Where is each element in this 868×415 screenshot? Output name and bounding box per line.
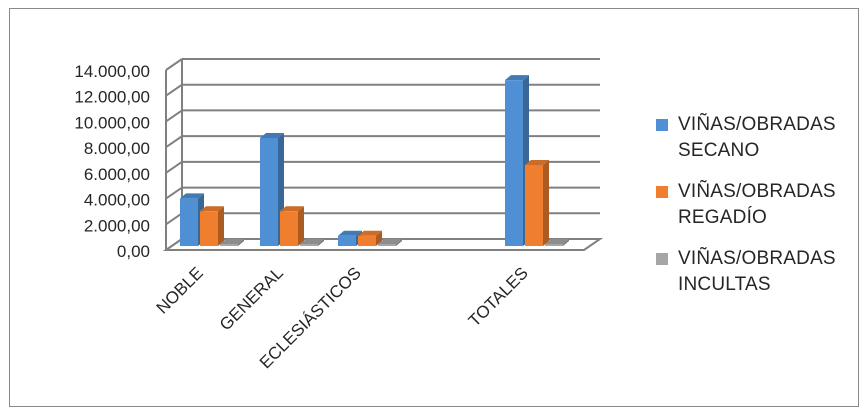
x-tick-label: NOBLE (153, 263, 207, 317)
bar-side (396, 239, 402, 246)
gridline-side (165, 161, 183, 174)
x-tick-label: TOTALES (465, 263, 532, 330)
y-tick-label: 10.000,00 (74, 113, 150, 132)
gridline-side (165, 186, 183, 200)
legend-swatch-incultas (656, 253, 668, 265)
bar (525, 165, 543, 246)
bar (280, 211, 298, 246)
legend-item-incultas: VIÑAS/OBRADAS INCULTAS (656, 246, 856, 295)
chart-frame (9, 8, 859, 407)
bar-top (525, 160, 549, 165)
bar-top (505, 75, 529, 81)
y-tick-label: 8.000,00 (84, 139, 150, 158)
y-tick-label: 0,00 (117, 242, 150, 261)
bar-side (298, 206, 304, 246)
legend-label-incultas: VIÑAS/OBRADAS INCULTAS (678, 248, 836, 295)
bar-side (543, 160, 549, 246)
bar (300, 244, 318, 246)
bar-top (358, 230, 382, 236)
gridline-side (165, 135, 183, 148)
gridline-side (165, 212, 183, 226)
bar (378, 244, 396, 246)
y-tick-label: 2.000,00 (84, 216, 150, 235)
chart-legend: VIÑAS/OBRADAS SECANO VIÑAS/OBRADAS REGAD… (656, 112, 856, 313)
bar-top (260, 133, 284, 138)
bar-side (318, 239, 324, 246)
legend-item-regadio: VIÑAS/OBRADAS REGADÍO (656, 179, 856, 228)
x-tick-label: GENERAL (216, 263, 287, 334)
bar (220, 244, 238, 246)
y-tick-label: 4.000,00 (84, 191, 150, 210)
legend-swatch-secano (656, 119, 668, 131)
legend-label-secano: VIÑAS/OBRADAS SECANO (678, 114, 836, 161)
gridline-side (165, 58, 183, 71)
y-tick-label: 14.000,00 (74, 62, 150, 81)
bar-top (200, 206, 224, 212)
bar-top (280, 206, 304, 212)
gridline-side (165, 109, 183, 123)
bar (200, 211, 218, 246)
y-tick-label: 6.000,00 (84, 165, 150, 184)
bar-top (180, 193, 204, 199)
legend-label-regadio: VIÑAS/OBRADAS REGADÍO (678, 181, 836, 228)
bar-side (218, 206, 224, 246)
bar-side (238, 239, 244, 246)
bar-top (338, 230, 362, 236)
bar (505, 80, 523, 247)
legend-swatch-regadio (656, 186, 668, 198)
bar (338, 235, 356, 246)
bar-top (300, 239, 324, 244)
bar-top (378, 239, 402, 244)
bar-top (545, 239, 569, 244)
bar (358, 235, 376, 246)
bar-top (220, 239, 244, 244)
legend-item-secano: VIÑAS/OBRADAS SECANO (656, 112, 856, 161)
gridline-side (165, 83, 183, 97)
bar-side (563, 239, 569, 246)
bar (260, 138, 278, 246)
bar (180, 198, 198, 246)
bar (545, 244, 563, 246)
y-tick-label: 12.000,00 (74, 88, 150, 107)
